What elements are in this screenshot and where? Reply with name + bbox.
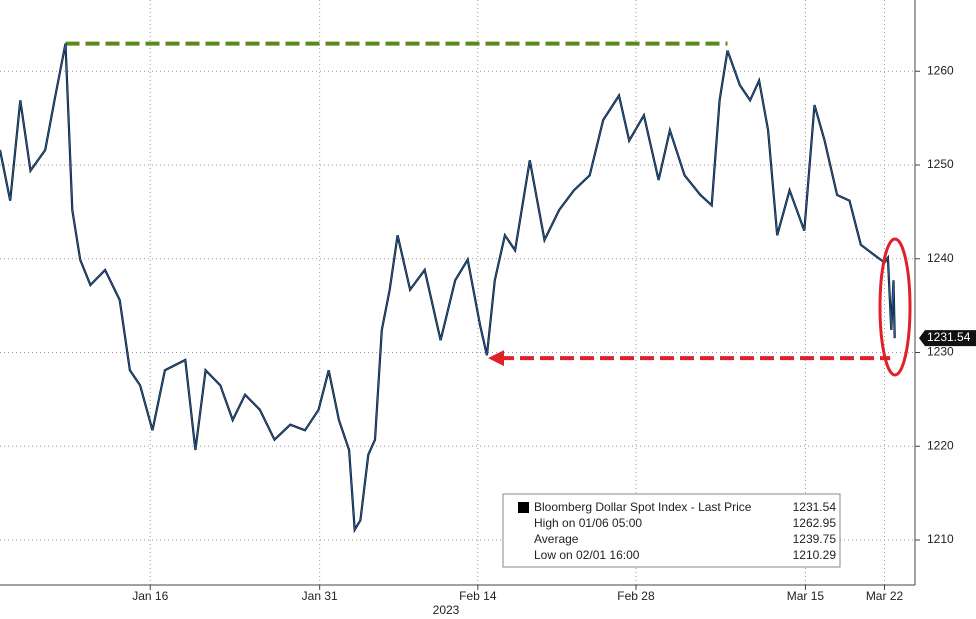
x-year-label: 2023: [433, 603, 460, 617]
stat-value: 1210.29: [793, 548, 837, 562]
x-tick-label: Mar 22: [866, 589, 904, 603]
arrow-head: [488, 350, 504, 367]
price-line-highlight: [0, 43, 896, 532]
x-tick-label: Mar 15: [787, 589, 825, 603]
x-tick-label: Feb 14: [459, 589, 497, 603]
x-tick-label: Jan 31: [302, 589, 338, 603]
legend-value: 1231.54: [793, 500, 837, 514]
plot: [0, 41, 896, 534]
grid: [0, 0, 915, 585]
stat-value: 1262.95: [793, 516, 837, 530]
highlight-ellipse: [878, 237, 912, 377]
y-tick-label: 1230: [927, 345, 954, 359]
y-tick-label: 1240: [927, 251, 954, 265]
last-price-tag: [919, 330, 976, 347]
legend-swatch: [518, 502, 529, 513]
legend-box: [502, 493, 841, 568]
stat-label: Low on 02/01 16:00: [534, 548, 640, 562]
y-tick-label: 1260: [927, 63, 954, 77]
y-tick-label: 1210: [927, 532, 954, 546]
stat-label: High on 01/06 05:00: [534, 516, 642, 530]
x-tick-label: Feb 28: [617, 589, 655, 603]
stat-value: 1239.75: [793, 532, 837, 546]
legend-label: Bloomberg Dollar Spot Index - Last Price: [534, 500, 752, 514]
x-tick-label: Jan 16: [132, 589, 168, 603]
last-price-label: 1231.54: [927, 330, 971, 344]
legend: Bloomberg Dollar Spot Index - Last Price…: [502, 493, 841, 568]
y-tick-label: 1220: [927, 438, 954, 452]
stat-label: Average: [534, 532, 579, 546]
y-tick-label: 1250: [927, 157, 954, 171]
